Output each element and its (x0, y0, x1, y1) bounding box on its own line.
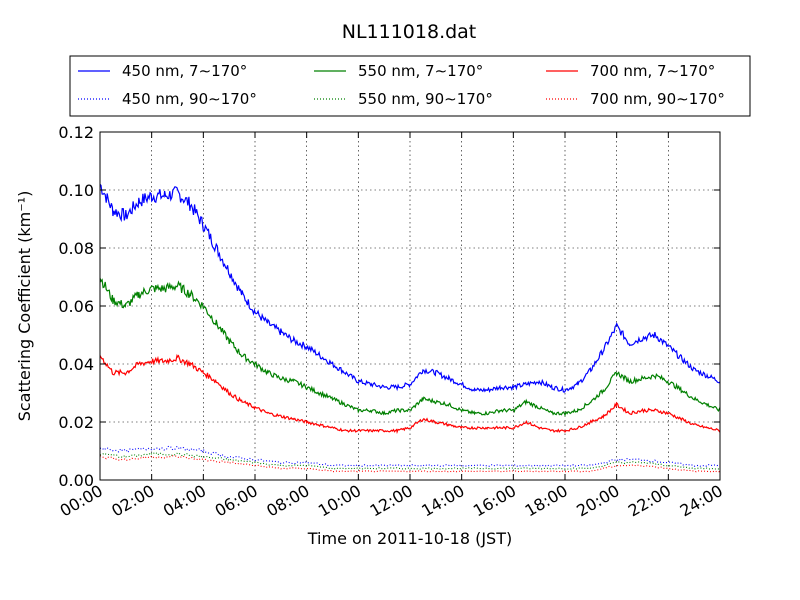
x-tick-label: 02:00 (108, 481, 157, 521)
ticks: 00:00 02:00 04:00 06:00 08:00 10:00 12:00 14:00… (57, 123, 726, 521)
y-tick-label: 0.08 (58, 239, 94, 258)
plot-frame (99, 131, 721, 481)
legend-label-4: 450 nm, 90∼170° (122, 90, 257, 108)
series-line-3 (99, 353, 721, 434)
x-tick-label: 16:00 (470, 481, 519, 521)
series-line-2 (99, 277, 721, 417)
series-group (99, 183, 721, 473)
legend-label-6: 700 nm, 90∼170° (590, 90, 725, 108)
x-tick-label: 10:00 (315, 481, 364, 521)
x-tick-label: 08:00 (263, 481, 312, 521)
legend-label-2: 550 nm, 7∼170° (358, 62, 483, 80)
y-tick-label: 0.04 (58, 355, 94, 374)
x-tick-label: 12:00 (367, 481, 416, 521)
legend: 450 nm, 7∼170° 550 nm, 7∼170° 700 nm, 7∼17… (69, 55, 751, 117)
chart-title: NL111018.dat (342, 21, 477, 43)
x-axis-label: Time on 2011-10-18 (JST) (307, 529, 512, 548)
x-tick-label: 24:00 (677, 481, 726, 521)
y-axis-label: Scattering Coefficient (km⁻¹) (15, 191, 34, 422)
series-line-1 (99, 183, 721, 393)
y-tick-label: 0.12 (58, 123, 94, 142)
legend-label-1: 450 nm, 7∼170° (122, 62, 247, 80)
x-tick-label: 18:00 (522, 481, 571, 521)
legend-label-3: 700 nm, 7∼170° (590, 62, 715, 80)
x-tick-label: 20:00 (573, 481, 622, 521)
x-tick-label: 22:00 (625, 481, 674, 521)
y-tick-label: 0.06 (58, 297, 94, 316)
legend-box (69, 55, 751, 117)
x-tick-label: 06:00 (212, 481, 261, 521)
y-tick-label: 0.02 (58, 413, 94, 432)
y-tick-label: 0.00 (58, 471, 94, 490)
x-tick-label: 04:00 (160, 481, 209, 521)
series-line-4 (99, 445, 721, 467)
y-tick-label: 0.10 (58, 181, 94, 200)
series-line-6 (99, 455, 721, 473)
legend-label-5: 550 nm, 90∼170° (358, 90, 493, 108)
x-tick-label: 14:00 (418, 481, 467, 521)
